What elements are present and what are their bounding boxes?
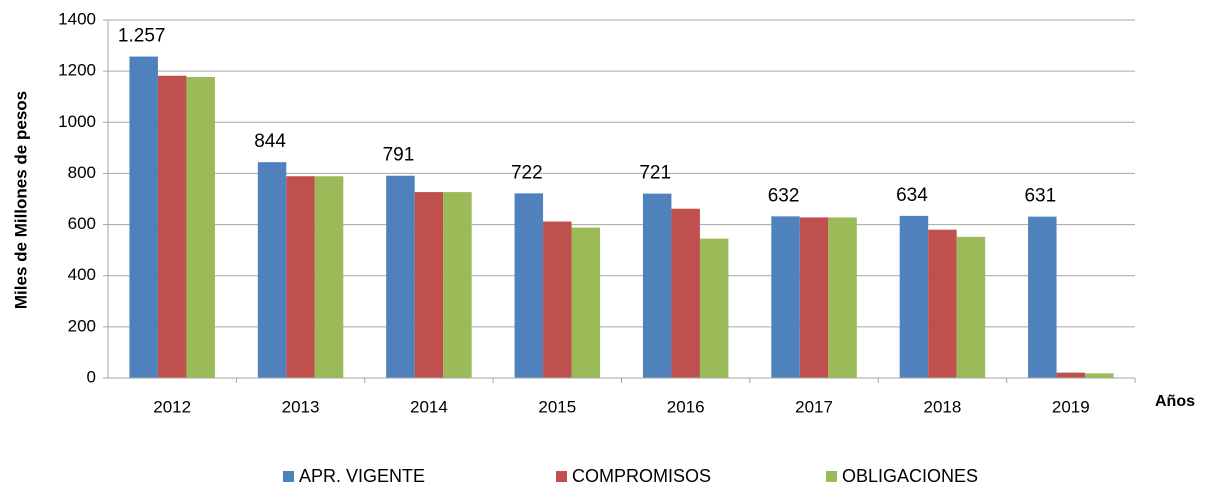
bar [543, 221, 572, 378]
y-axis-label: Miles de Millones de pesos [11, 91, 30, 309]
data-label: 844 [254, 131, 286, 152]
bar [571, 227, 601, 378]
bar [671, 208, 700, 378]
y-tick-label: 600 [68, 214, 96, 233]
x-tick-label: 2019 [1052, 397, 1090, 416]
bar [928, 229, 957, 378]
x-tick-label: 2012 [153, 397, 191, 416]
bar [286, 176, 315, 378]
data-label: 1.257 [118, 26, 166, 47]
x-tick-label: 2018 [924, 397, 962, 416]
data-label: 634 [896, 185, 928, 206]
y-tick-label: 0 [87, 367, 96, 386]
x-tick-label: 2015 [538, 397, 576, 416]
bar [186, 77, 215, 378]
bar [1056, 372, 1086, 378]
x-tick-label: 2017 [795, 397, 833, 416]
x-tick-label: 2014 [410, 397, 448, 416]
bar [514, 193, 544, 378]
bar [314, 176, 344, 378]
bar [828, 217, 857, 378]
bar [699, 238, 729, 378]
bar [257, 162, 287, 378]
x-axis-label: Años [1155, 393, 1195, 410]
y-tick-label: 1000 [58, 112, 96, 131]
data-label: 721 [639, 163, 671, 184]
y-tick-label: 400 [68, 265, 96, 284]
data-label: 631 [1024, 186, 1056, 207]
bar [386, 175, 415, 378]
data-label: 791 [383, 145, 415, 166]
y-tick-label: 1400 [58, 9, 96, 28]
bar [157, 75, 187, 378]
bar [899, 215, 929, 378]
bar [642, 193, 672, 378]
legend-swatch [826, 471, 837, 482]
y-tick-label: 1200 [58, 61, 96, 80]
y-tick-label: 800 [68, 163, 96, 182]
y-tick-label: 200 [68, 316, 96, 335]
legend-swatch [556, 471, 567, 482]
bar [771, 216, 800, 378]
legend-label: APR. VIGENTE [299, 466, 425, 486]
bar [1028, 216, 1057, 378]
bar [1085, 373, 1114, 378]
data-label: 632 [768, 185, 800, 206]
bar [956, 236, 986, 378]
legend-swatch [283, 471, 294, 482]
x-tick-label: 2016 [667, 397, 705, 416]
bar [129, 56, 158, 379]
legend-label: OBLIGACIONES [842, 466, 978, 486]
bar [799, 217, 829, 378]
bar [414, 192, 444, 378]
bar [443, 192, 472, 378]
data-label: 722 [511, 162, 543, 183]
legend-label: COMPROMISOS [572, 466, 711, 486]
x-tick-label: 2013 [282, 397, 320, 416]
